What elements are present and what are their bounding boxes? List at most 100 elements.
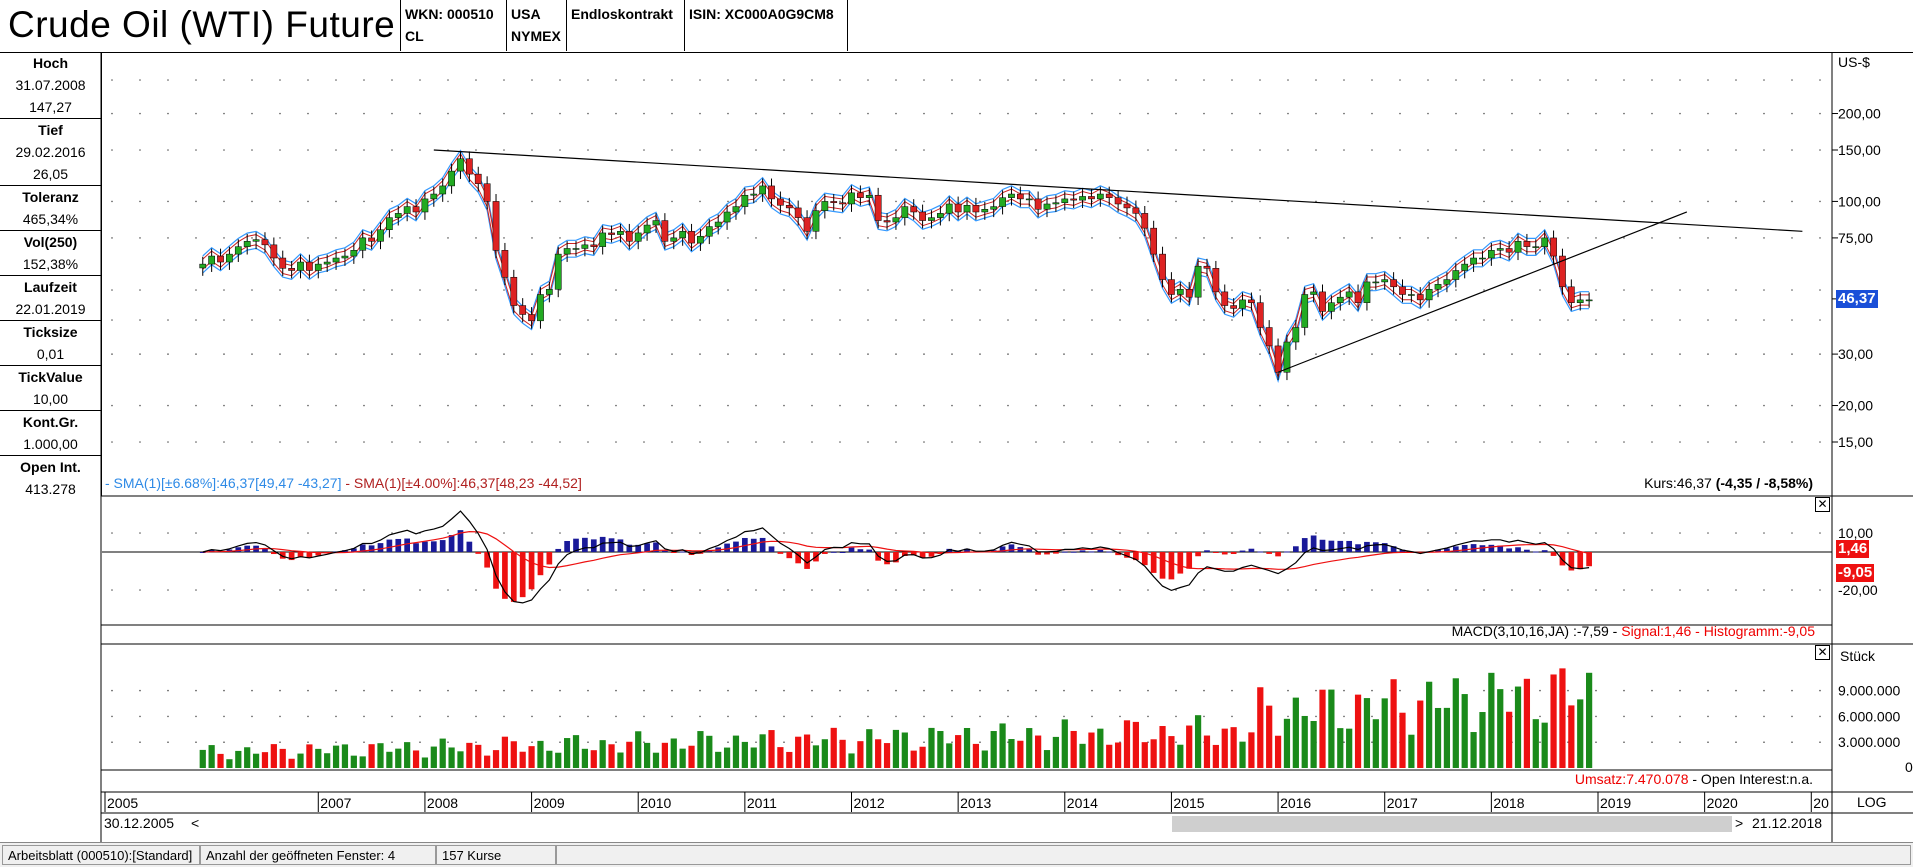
price-candle xyxy=(1319,291,1326,312)
grid-dot xyxy=(195,319,197,321)
scrollbar-thumb[interactable] xyxy=(1172,816,1732,832)
grid-dot xyxy=(111,200,113,203)
price-candle xyxy=(1105,193,1113,198)
grid-dot xyxy=(923,319,925,321)
grid-dot xyxy=(1511,149,1513,151)
close-icon[interactable]: ✕ xyxy=(1815,645,1830,660)
grid-dot xyxy=(1231,353,1233,355)
grid-dot xyxy=(867,404,869,407)
price-candle xyxy=(1194,265,1202,298)
grid-dot xyxy=(643,79,645,81)
grid-dot xyxy=(1371,532,1373,534)
volume-bar xyxy=(1399,712,1406,768)
grid-dot xyxy=(895,715,897,718)
volume-bar xyxy=(786,751,793,768)
grid-dot xyxy=(503,112,505,115)
grid-dot xyxy=(1819,441,1821,443)
macd-label: MACD(3,10,16,JA) :-7,59 - xyxy=(1451,623,1622,639)
grid-dot xyxy=(1791,112,1793,115)
macd-histogram-bar xyxy=(573,538,579,552)
grid-dot xyxy=(111,532,113,534)
grid-dot xyxy=(1315,79,1317,81)
sma-legend: - SMA(1)[±6.68%]:46,37[49,47 -43,27] - S… xyxy=(105,475,582,491)
grid-dot xyxy=(1567,404,1569,407)
grid-dot xyxy=(559,149,561,151)
price-candle xyxy=(1176,289,1184,295)
grid-dot xyxy=(1679,237,1681,239)
macd-histogram-bar xyxy=(768,546,775,552)
grid-dot xyxy=(1231,441,1233,443)
macd-histogram-bar xyxy=(1470,544,1477,552)
grid-dot xyxy=(1063,79,1065,81)
grid-dot xyxy=(391,441,393,443)
grid-dot xyxy=(531,589,533,591)
grid-dot xyxy=(1371,79,1373,81)
grid-dot xyxy=(1259,353,1261,355)
macd-histogram-bar xyxy=(1195,552,1201,557)
grid-dot xyxy=(1763,589,1765,591)
grid-dot xyxy=(839,441,841,443)
price-candle xyxy=(1514,241,1522,253)
price-candle xyxy=(705,226,713,237)
grid-dot xyxy=(1735,353,1737,355)
grid-dot xyxy=(1763,715,1765,718)
volume-bar xyxy=(1221,728,1228,768)
log-toggle[interactable]: LOG xyxy=(1857,794,1887,810)
volume-bar xyxy=(1257,687,1264,768)
grid-dot xyxy=(979,589,981,591)
grid-dot xyxy=(307,289,309,291)
grid-dot xyxy=(671,200,673,203)
macd-histogram-bar xyxy=(315,552,322,556)
grid-dot xyxy=(111,149,113,151)
volume-bar xyxy=(661,742,668,768)
close-icon[interactable]: ✕ xyxy=(1815,497,1830,512)
range-end: 21.12.2018 xyxy=(1752,815,1823,831)
grid-dot xyxy=(1315,715,1317,718)
grid-dot xyxy=(699,715,701,718)
grid-dot xyxy=(1819,237,1821,239)
grid-dot xyxy=(1791,689,1793,692)
scroll-right-button[interactable]: > xyxy=(1735,815,1744,831)
scroll-left-button[interactable]: < xyxy=(191,815,200,831)
grid-dot xyxy=(1203,200,1205,203)
grid-dot xyxy=(1483,79,1485,81)
grid-dot xyxy=(139,200,141,203)
grid-dot xyxy=(1735,79,1737,81)
grid-dot xyxy=(1315,319,1317,321)
grid-dot xyxy=(419,112,421,115)
grid-dot xyxy=(1035,112,1037,115)
grid-dot xyxy=(1259,79,1261,81)
grid-dot xyxy=(615,404,617,407)
grid-dot xyxy=(447,237,449,239)
grid-dot xyxy=(1735,319,1737,321)
grid-dot xyxy=(335,404,337,407)
price-candle xyxy=(1452,270,1460,280)
status-bar: Arbeitsblatt (000510):[Standard] Anzahl … xyxy=(0,842,1913,867)
volume-bar xyxy=(1132,721,1139,768)
grid-dot xyxy=(783,319,785,321)
volume-bar xyxy=(750,747,757,768)
grid-dot xyxy=(1399,689,1401,692)
grid-dot xyxy=(167,589,169,591)
grid-dot xyxy=(279,689,281,692)
price-candle xyxy=(1354,291,1362,303)
grid-dot xyxy=(1035,319,1037,321)
grid-dot xyxy=(363,532,365,534)
volume-bar xyxy=(386,751,393,768)
macd-histogram-bar xyxy=(537,552,544,576)
macd-histogram-bar xyxy=(1568,552,1575,571)
grid-dot xyxy=(1595,715,1597,718)
grid-dot xyxy=(699,200,701,203)
grid-dot xyxy=(1063,353,1065,355)
sidebar-value: 413.278 xyxy=(25,481,76,497)
grid-dot xyxy=(1791,589,1793,591)
price-candle xyxy=(1470,257,1477,265)
price-candle xyxy=(492,201,500,251)
macd-histogram-bar xyxy=(670,552,677,553)
grid-dot xyxy=(1791,289,1793,291)
volume-bar xyxy=(768,730,775,768)
macd-histogram-bar xyxy=(1372,542,1379,552)
macd-histogram-bar xyxy=(493,552,499,589)
grid-dot xyxy=(839,149,841,151)
price-candle xyxy=(625,231,633,242)
